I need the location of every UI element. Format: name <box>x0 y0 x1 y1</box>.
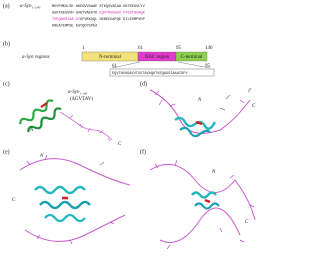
structure-d <box>150 88 251 136</box>
region-label: C-terminal <box>181 55 203 60</box>
region-label: N-terminal <box>99 55 122 60</box>
sequence-segment: EQVTNVGGAV VTGVTAVAQK <box>99 11 145 15</box>
sequence-block: MDVFMKGLSK AKEGVVAAAE KTKQGVAEAA GKTKEGV… <box>52 5 146 29</box>
position: 61 <box>138 46 144 51</box>
protein: α-Syn <box>20 4 32 9</box>
sequence-row: GSKTKEGVVH GVATVAEKTK EQVTNVGGAV VTGVTAV… <box>52 11 146 15</box>
panel-label: (d) <box>140 80 147 87</box>
structure-c <box>19 99 112 141</box>
n-terminus: N <box>39 154 44 159</box>
n-terminus: N <box>197 98 202 103</box>
protein-name: α-Syn1–140 <box>20 4 41 9</box>
c-terminus: C <box>118 142 122 147</box>
position: 140 <box>205 46 213 51</box>
region-bar: N-terminal NAC region C-terminal <box>82 52 207 61</box>
sequence-segment: GFVKKDQL GKNEEGAPQE GILEDMPVDP <box>80 18 145 22</box>
sequence-segment: GSKTKEGVVH GVATVAEKTK <box>52 11 99 15</box>
protein: α-Syn <box>68 90 80 95</box>
sequence-end: 95 <box>205 64 211 69</box>
n-terminus: N <box>29 128 34 133</box>
region-label: NAC region <box>145 55 170 60</box>
sequence-segment: MDVFMKGLSK AKEGVVAAAE KTKQGVAEAA GKTKEGV… <box>52 5 146 9</box>
c-terminus: C <box>12 198 16 203</box>
c-terminus: C <box>245 220 249 225</box>
sequence-segment: DNEAYEMPSE EGYQDYEPEA <box>52 24 98 28</box>
protein-name: α-Syn1–140 <box>68 90 88 95</box>
sequence-row: MDVFMKGLSK AKEGVVAAAE KTKQGVAEAA GKTKEGV… <box>52 5 146 9</box>
nac-sequence: EQVTNVGGAVVTGVTAVAQKTVEQAGSIAAATGFV <box>112 72 188 76</box>
structure-f <box>150 160 255 249</box>
protein-range: 1–140 <box>32 5 41 9</box>
protein-range: 1–140 <box>80 91 88 95</box>
n-terminus: N <box>211 170 216 175</box>
sequence-row: TVEQAGSIAA ATGFVKKDQL GKNEEGAPQE GILEDMP… <box>52 18 145 22</box>
sequence-segment: TVEQAGSIAA AT <box>52 18 81 22</box>
panel-label: (c) <box>3 80 10 87</box>
sequence-start: 61 <box>112 64 118 69</box>
c-terminus: C <box>252 104 256 109</box>
sequence-row: DNEAYEMPSE EGYQDYEPEA <box>52 24 98 28</box>
panel-label: (b) <box>3 40 10 47</box>
position: 95 <box>176 46 182 51</box>
deletion: (ΔGVTAV) <box>70 97 93 102</box>
regions-title: α-Syn regions <box>22 55 50 60</box>
figure: (a) α-Syn1–140 MDVFMKGLSK AKEGVVAAAE KTK… <box>0 0 266 266</box>
position: 1 <box>82 46 85 51</box>
panel-label: (a) <box>3 2 10 9</box>
structure-e <box>20 155 130 244</box>
panel-label: (e) <box>3 148 10 155</box>
panel-label: (f) <box>140 148 146 155</box>
